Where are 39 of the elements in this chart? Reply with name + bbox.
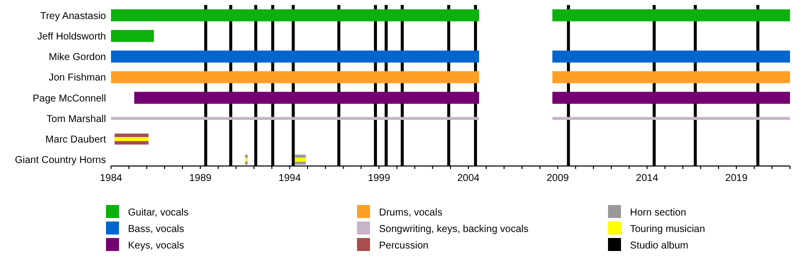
bar — [111, 116, 480, 120]
bar — [111, 50, 480, 63]
bar — [552, 71, 790, 84]
legend-label: Percussion — [379, 240, 428, 252]
bar — [552, 116, 790, 120]
legend-label: Studio album — [630, 240, 688, 252]
y-tick-label: Trey Anastasio — [40, 10, 106, 22]
bar — [111, 71, 480, 84]
legend-label: Touring musician — [630, 224, 706, 235]
y-tick-label: Page McConnell — [32, 93, 106, 104]
bar — [111, 9, 480, 22]
legend-label: Bass, vocals — [128, 224, 184, 235]
y-tick-label: Tom Marshall — [46, 114, 106, 125]
legend-label: Horn section — [630, 208, 686, 218]
bar — [111, 30, 154, 42]
x-tick-label: 2019 — [725, 173, 748, 184]
legend-label: Keys, vocals — [128, 240, 184, 252]
bar — [552, 50, 790, 63]
bar — [552, 92, 790, 104]
y-tick-label: Jeff Holdsworth — [37, 31, 106, 42]
bar — [114, 137, 149, 142]
x-tick-label: 1989 — [189, 173, 212, 184]
x-tick-label: 2004 — [457, 173, 480, 184]
y-tick-label: Marc Daubert — [45, 134, 106, 146]
x-tick-label: 2009 — [546, 173, 570, 184]
x-tick-label: 1999 — [368, 173, 391, 184]
x-tick-label: 2014 — [636, 173, 659, 184]
bar — [134, 92, 480, 104]
y-tick-label: Mike Gordon — [48, 52, 106, 64]
y-tick-label: Giant Country Horns — [14, 155, 106, 166]
legend-label: Songwriting, keys, backing vocals — [379, 224, 529, 235]
bar — [552, 9, 790, 22]
x-tick-label: 1984 — [100, 173, 123, 184]
x-tick-label: 1994 — [278, 173, 302, 184]
legend-label: Drums, vocals — [379, 208, 442, 218]
legend-label: Guitar, vocals — [128, 208, 189, 218]
bar — [295, 158, 306, 162]
bar — [245, 158, 248, 162]
y-tick-label: Jon Fishman — [48, 72, 106, 84]
